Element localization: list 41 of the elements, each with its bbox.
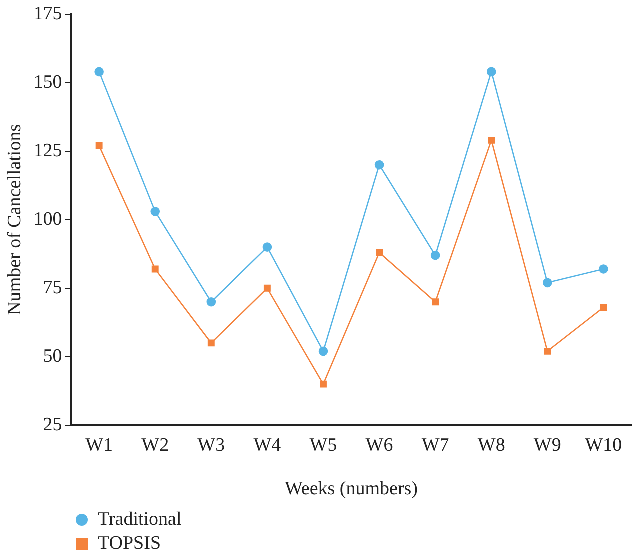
- x-tick-label: W8: [478, 434, 506, 456]
- point: [544, 348, 552, 355]
- y-tick-label: 100: [34, 208, 62, 230]
- point: [542, 278, 552, 288]
- x-tick-label: W5: [310, 434, 338, 456]
- legend-label: TOPSIS: [98, 532, 162, 556]
- y-tick-label: 175: [34, 3, 62, 24]
- point: [206, 297, 216, 307]
- x-axis-title: Weeks (numbers): [284, 478, 418, 500]
- x-tick-label: W4: [254, 434, 282, 456]
- point: [96, 142, 103, 150]
- x-tick-label: W9: [534, 434, 562, 456]
- x-tick-label: W6: [366, 434, 394, 456]
- x-tick-label: W10: [585, 434, 622, 456]
- x-tick-label: W7: [422, 434, 450, 456]
- point: [600, 304, 608, 312]
- point: [488, 136, 496, 144]
- x-tick-label: W3: [198, 434, 226, 456]
- point: [264, 284, 271, 292]
- y-tick-label: 25: [43, 414, 62, 436]
- point: [374, 160, 384, 170]
- x-tick-label: W2: [142, 434, 170, 456]
- y-axis-title: Number of Cancellations: [4, 124, 26, 316]
- point: [152, 266, 159, 273]
- legend-label: Traditional: [98, 508, 182, 532]
- point: [376, 249, 383, 256]
- point: [599, 264, 608, 274]
- y-tick-label: 125: [34, 140, 62, 162]
- point: [94, 67, 104, 77]
- point: [318, 346, 328, 356]
- point: [150, 207, 160, 216]
- y-tick-label: 50: [43, 346, 62, 367]
- point: [430, 250, 440, 260]
- point: [432, 298, 440, 306]
- point: [262, 242, 272, 252]
- y-tick-label: 150: [34, 72, 62, 93]
- x-tick-label: W1: [86, 434, 114, 456]
- point: [208, 340, 215, 347]
- point: [486, 67, 496, 77]
- point: [320, 380, 327, 388]
- y-tick-label: 75: [43, 277, 62, 298]
